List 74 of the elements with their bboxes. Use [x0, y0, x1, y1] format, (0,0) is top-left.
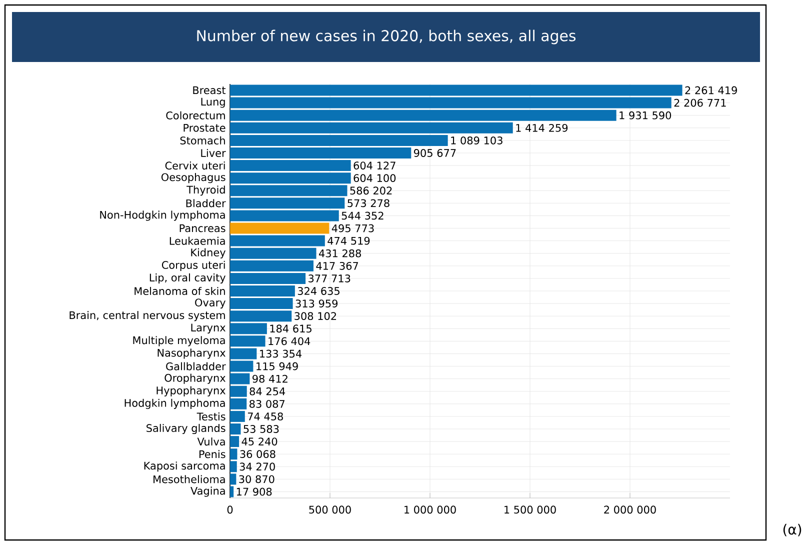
- y-tick-label: Larynx: [191, 324, 226, 334]
- data-label: 474 519: [328, 236, 370, 245]
- y-tick-label: Vagina: [190, 486, 225, 497]
- y-tick-label: Salivary glands: [146, 424, 226, 434]
- y-tick-label: Stomach: [180, 136, 225, 144]
- data-label: 184 615: [270, 324, 312, 333]
- y-tick-label: Colorectum: [166, 111, 225, 120]
- y-tick-label: Cervix uteri: [165, 161, 225, 170]
- data-label: 84 254: [250, 387, 286, 396]
- y-tick-label: Pancreas: [180, 224, 226, 232]
- data-label: 324 635: [298, 287, 340, 295]
- y-tick-label: Brain, central nervous system: [70, 311, 225, 322]
- y-tick-label: Corpus uteri: [162, 260, 225, 271]
- y-tick-label: Kidney: [191, 248, 226, 258]
- x-tick-label: 0: [227, 506, 233, 514]
- data-label: 313 959: [296, 300, 338, 308]
- y-tick-label: Thyroid: [186, 186, 225, 196]
- y-tick-label: Mesothelioma: [154, 475, 225, 484]
- data-label: 2 206 771: [674, 98, 726, 107]
- data-label: 544 352: [342, 212, 384, 220]
- data-label: 431 288: [318, 249, 361, 258]
- x-tick-label: 1 000 000: [404, 506, 456, 514]
- y-tick-label: Testis: [196, 412, 226, 420]
- data-label: 45 240: [242, 438, 278, 446]
- data-label: 83 087: [250, 400, 285, 408]
- y-tick-label: Oesophagus: [161, 173, 226, 184]
- data-label: 586 202: [350, 186, 392, 195]
- data-label: 133 354: [260, 350, 302, 358]
- data-label: 308 102: [294, 312, 336, 320]
- y-tick-label: Breast: [193, 86, 226, 94]
- data-label: 74 458: [248, 412, 283, 420]
- y-tick-label: Liver: [201, 148, 226, 158]
- data-label: 1 414 259: [516, 124, 568, 132]
- y-tick-label: Oropharynx: [164, 374, 226, 384]
- data-label: 573 278: [348, 199, 390, 208]
- data-label: 36 068: [240, 450, 276, 458]
- data-label: 176 404: [268, 337, 310, 346]
- y-tick-label: Kaposi sarcoma: [144, 462, 225, 472]
- y-tick-label: Lip, oral cavity: [150, 273, 226, 284]
- text: (α): [783, 524, 802, 536]
- data-label: 417 367: [316, 262, 358, 270]
- y-tick-label: Vulva: [197, 437, 225, 446]
- y-tick-label: Leukaemia: [170, 236, 225, 245]
- y-tick-label: Ovary: [195, 298, 226, 308]
- data-label: 495 773: [332, 224, 374, 232]
- data-label: 1 089 103: [451, 136, 502, 144]
- data-label: 604 100: [354, 174, 396, 182]
- data-label: 115 949: [256, 362, 298, 370]
- y-tick-label: Multiple myeloma: [133, 336, 225, 346]
- data-label: 377 713: [308, 274, 350, 282]
- y-tick-label: Penis: [199, 450, 226, 458]
- data-label: 1 931 590: [620, 111, 672, 120]
- x-tick-label: 1 500 000: [504, 506, 556, 514]
- data-label: 34 270: [240, 462, 275, 471]
- y-tick-label: Nasopharynx: [158, 348, 226, 359]
- data-label: 17 908: [236, 488, 272, 496]
- y-tick-label: Gallbladder: [166, 362, 226, 370]
- y-tick-label: Non-Hodgkin lymphoma: [100, 210, 225, 221]
- y-tick-label: Melanoma of skin: [134, 286, 225, 296]
- bar: [230, 222, 330, 234]
- y-tick-label: Hodgkin lymphoma: [124, 398, 225, 409]
- data-label: 2 261 419: [685, 86, 737, 94]
- data-label: 98 412: [252, 374, 288, 383]
- y-tick-label: Hypopharynx: [156, 386, 226, 396]
- data-label: 30 870: [239, 475, 274, 484]
- y-tick-label: Bladder: [186, 199, 226, 208]
- y-tick-label: Prostate: [184, 124, 226, 132]
- data-label: 53 583: [244, 425, 279, 433]
- x-tick-label: 2 000 000: [604, 506, 656, 514]
- data-label: 604 127: [354, 162, 396, 170]
- x-tick-label: 500 000: [309, 506, 351, 514]
- y-tick-label: Lung: [201, 98, 225, 108]
- chart-title: Number of new cases in 2020, both sexes, all ages: [197, 30, 576, 44]
- data-label: 905 677: [414, 149, 456, 157]
